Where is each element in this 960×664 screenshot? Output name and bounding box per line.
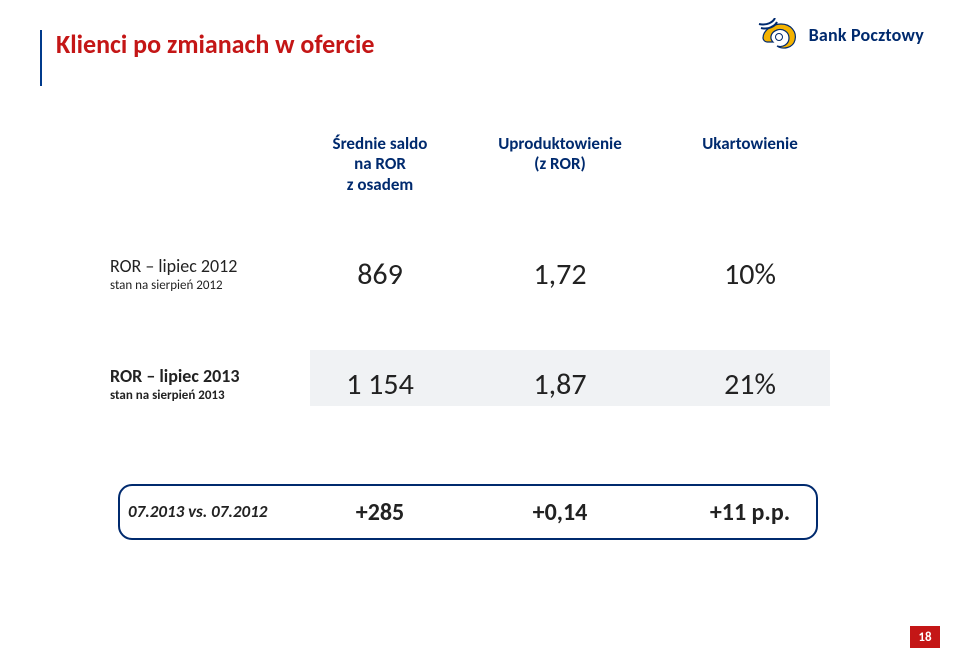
bank-logo: Bank Pocztowy (757, 18, 924, 52)
page-number: 18 (910, 626, 940, 648)
col-header-saldo: Średnie saldo na ROR z osadem (300, 134, 460, 195)
table-row: ROR – lipiec 2013 stan na sierpień 2013 … (0, 366, 960, 403)
row-label-2012: ROR – lipiec 2012 stan na sierpień 2012 (0, 256, 300, 293)
summary-ukart: +11 p.p. (660, 498, 840, 527)
cell-uprod-2013: 1,87 (460, 366, 660, 403)
table-headers: Średnie saldo na ROR z osadem Uproduktow… (0, 134, 960, 195)
slide: Klienci po zmianach w ofercie Bank Poczt… (0, 0, 960, 664)
cell-saldo-2013: 1 154 (300, 366, 460, 403)
table-row: ROR – lipiec 2012 stan na sierpień 2012 … (0, 256, 960, 293)
cell-saldo-2012: 869 (300, 256, 460, 293)
cell-ukart-2012: 10% (660, 256, 840, 293)
summary-saldo: +285 (300, 498, 460, 527)
horn-icon (757, 18, 801, 52)
summary-uprod: +0,14 (460, 498, 660, 527)
row-label-2013: ROR – lipiec 2013 stan na sierpień 2013 (0, 366, 300, 403)
cell-uprod-2012: 1,72 (460, 256, 660, 293)
summary-row: 07.2013 vs. 07.2012 +285 +0,14 +11 p.p. (0, 498, 960, 527)
logo-text: Bank Pocztowy (809, 24, 924, 46)
summary-label: 07.2013 vs. 07.2012 (0, 502, 300, 522)
title-rule (40, 30, 42, 86)
cell-ukart-2013: 21% (660, 366, 840, 403)
col-header-uproduktowienie: Uproduktowienie (z ROR) (460, 134, 660, 195)
col-header-ukartowienie: Ukartowienie (660, 134, 840, 195)
